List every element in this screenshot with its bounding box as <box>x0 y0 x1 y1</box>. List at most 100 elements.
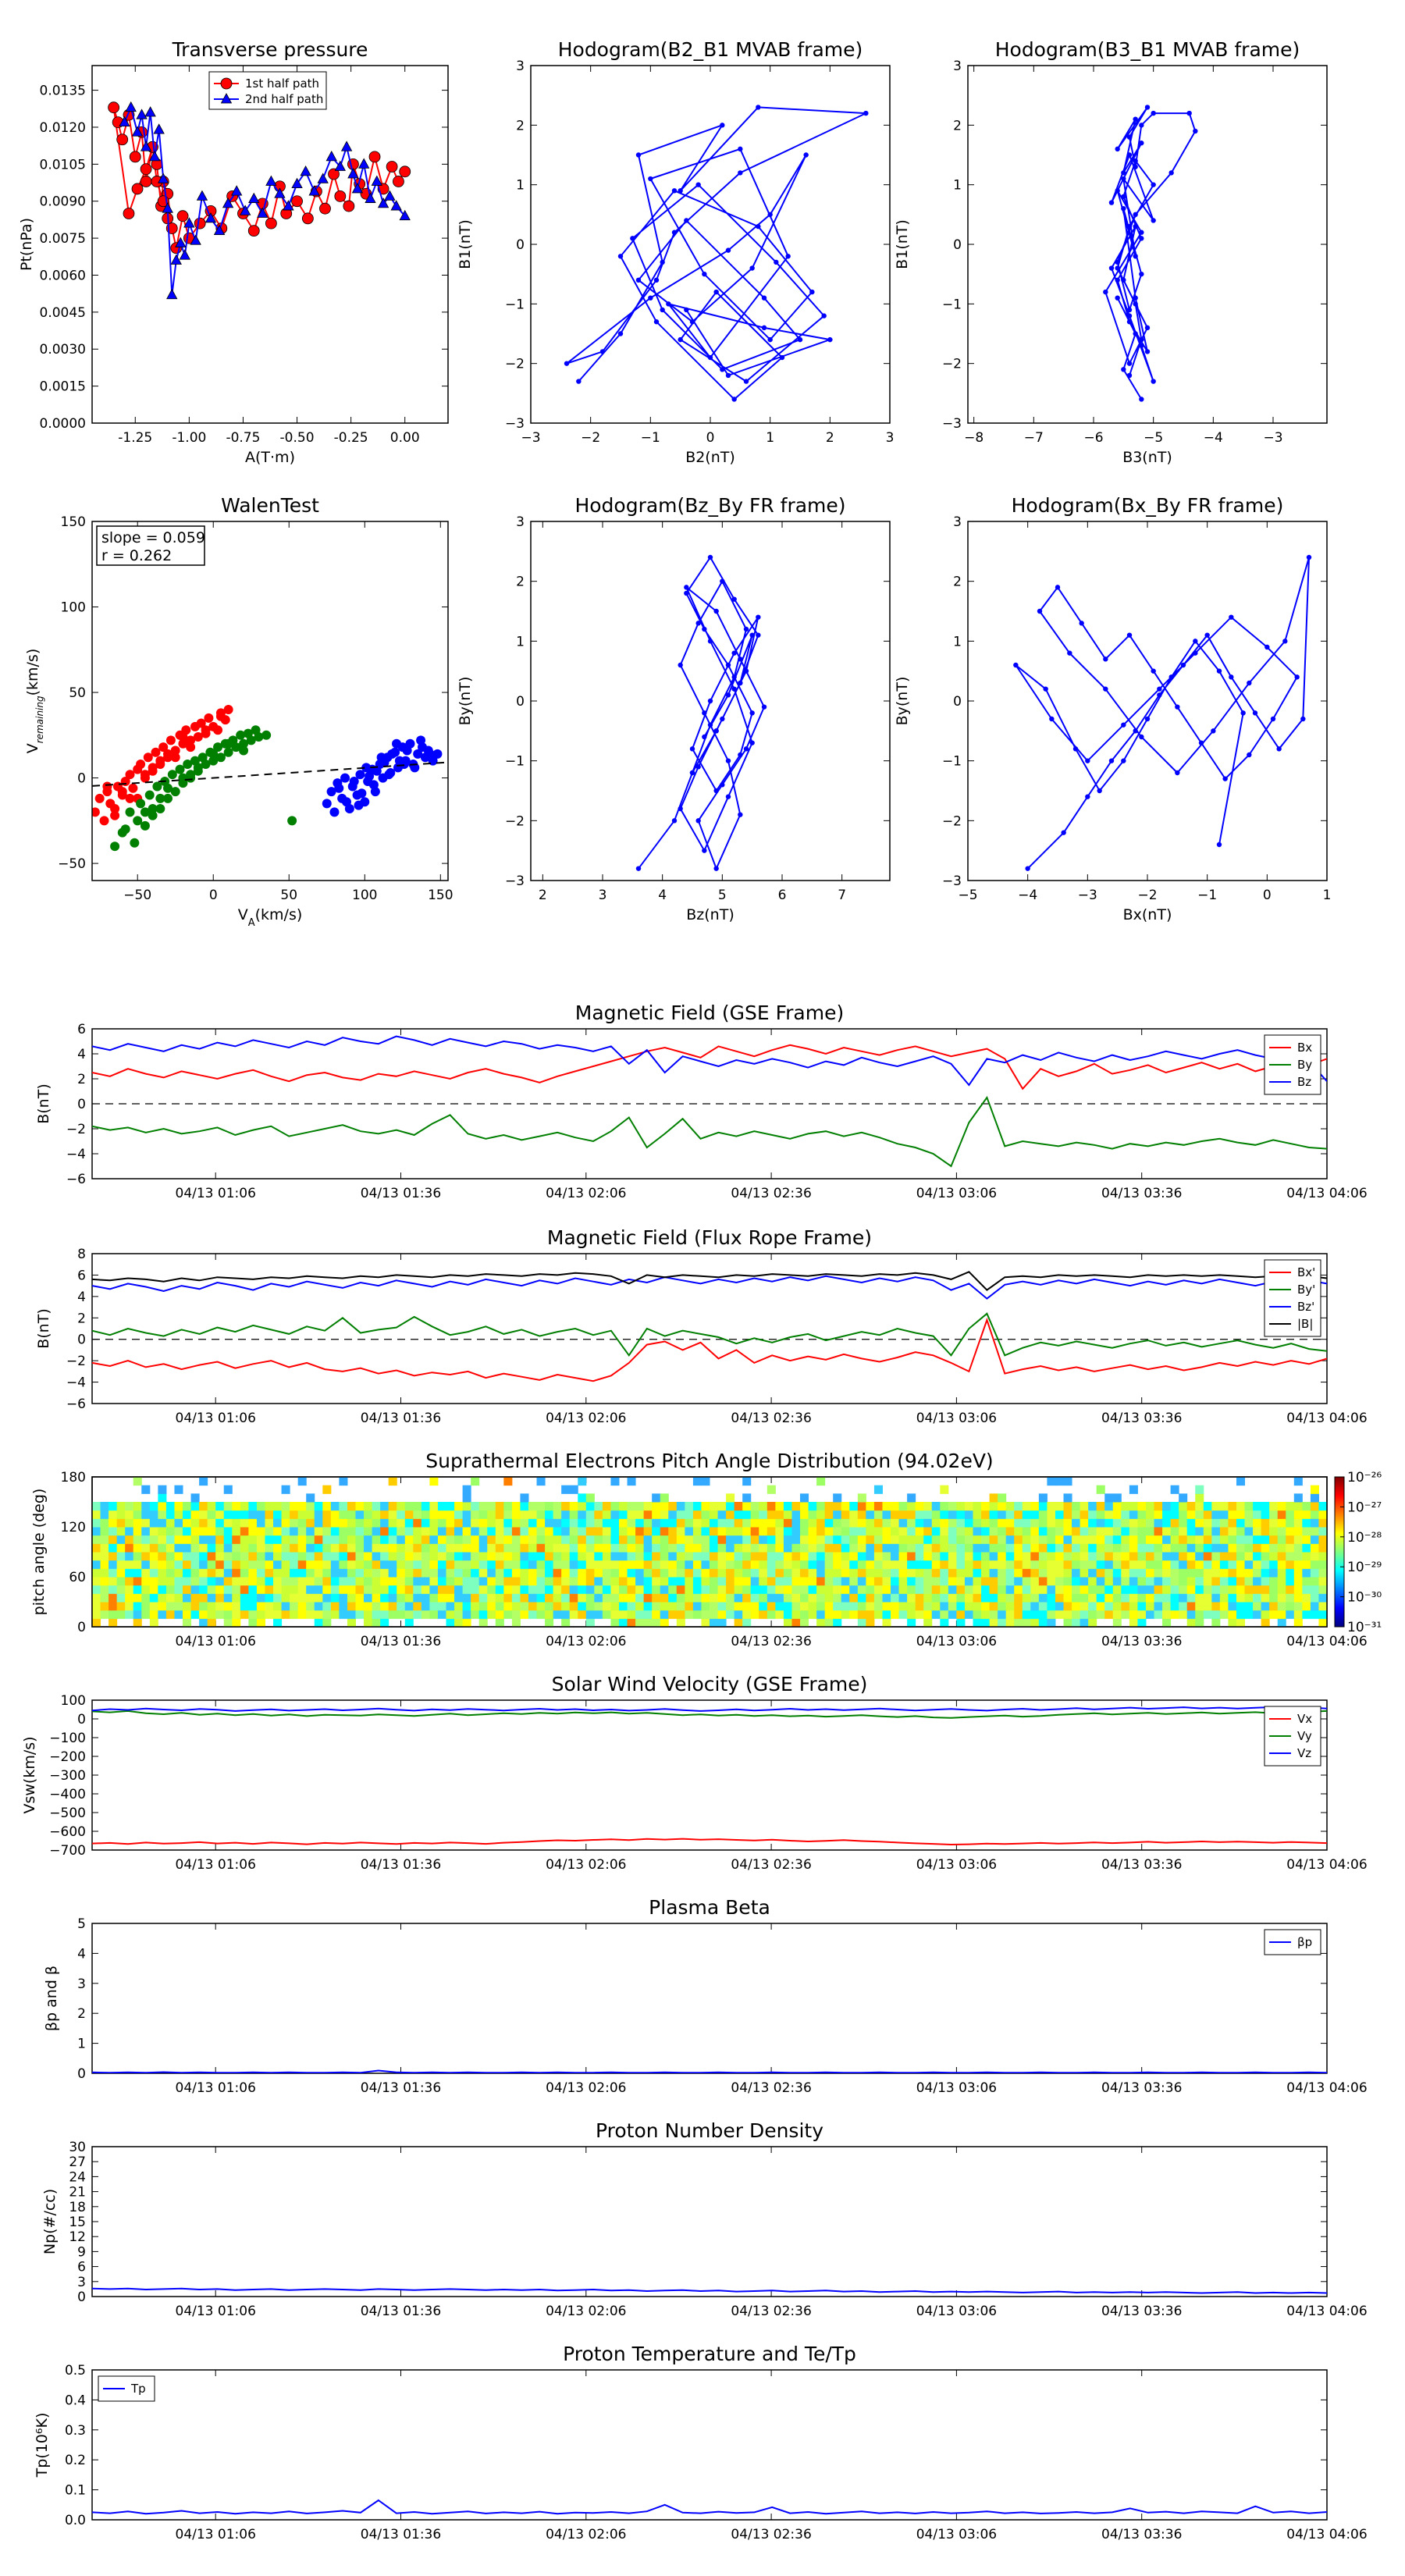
heatmap-cell <box>750 1502 759 1511</box>
data-point <box>1126 313 1133 318</box>
heatmap-cell <box>676 1518 685 1528</box>
data-point <box>328 168 340 180</box>
heatmap-cell <box>964 1610 973 1619</box>
heatmap-cell <box>989 1493 998 1503</box>
heatmap-cell <box>866 1568 875 1578</box>
heatmap-cell <box>495 1518 504 1528</box>
heatmap-cell <box>701 1610 710 1619</box>
heatmap-cell <box>849 1552 859 1561</box>
heatmap-cell <box>462 1543 471 1553</box>
y-tick-label: 27 <box>69 2154 86 2170</box>
heatmap-cell <box>125 1593 134 1603</box>
y-tick-label: −6 <box>66 1397 86 1412</box>
scatter-point-1 <box>208 749 219 759</box>
heatmap-cell <box>1261 1618 1270 1628</box>
heatmap-cell <box>273 1527 283 1536</box>
scatter-point-2 <box>384 770 394 780</box>
plot-area <box>1013 554 1312 871</box>
heatmap-cell <box>891 1527 900 1536</box>
heatmap-cell <box>388 1527 397 1536</box>
scatter-point-0 <box>125 793 135 803</box>
heatmap-cell <box>478 1535 488 1544</box>
heatmap-cell <box>511 1510 521 1519</box>
x-tick-label: −1 <box>1197 888 1217 903</box>
y-tick-label: 6 <box>77 1022 86 1037</box>
heatmap-cell <box>322 1535 332 1544</box>
heatmap-cell <box>1179 1502 1188 1511</box>
heatmap-cell <box>841 1535 850 1544</box>
y-tick-label: 3 <box>516 514 525 530</box>
heatmap-cell <box>973 1518 982 1528</box>
scatter-point-1 <box>193 763 203 773</box>
heatmap-cell <box>1236 1552 1246 1561</box>
heatmap-cell <box>1253 1585 1262 1594</box>
heatmap-cell <box>1162 1585 1172 1594</box>
heatmap-cell <box>907 1593 916 1603</box>
heatmap-cell <box>174 1568 183 1578</box>
heatmap-cell <box>907 1510 916 1519</box>
heatmap-cell <box>437 1535 447 1544</box>
heatmap-cell <box>710 1518 719 1528</box>
heatmap-cell <box>1179 1568 1188 1578</box>
heatmap-cell <box>429 1510 439 1519</box>
scatter-point-1 <box>183 760 193 770</box>
heatmap-cell <box>232 1593 241 1603</box>
heatmap-cell <box>495 1510 504 1519</box>
heatmap-cell <box>380 1602 389 1611</box>
heatmap-cell <box>240 1518 249 1528</box>
heatmap-cell <box>907 1610 916 1619</box>
heatmap-cell <box>1154 1568 1163 1578</box>
heatmap-cell <box>553 1518 562 1528</box>
y-tick-label: 0.0090 <box>40 194 86 210</box>
x-tick-label: −3 <box>1078 888 1097 903</box>
heatmap-cell <box>100 1543 109 1553</box>
heatmap-cell <box>1170 1568 1179 1578</box>
heatmap-cell <box>1088 1543 1097 1553</box>
heatmap-cell <box>808 1610 817 1619</box>
heatmap-cell <box>816 1568 826 1578</box>
heatmap-cell <box>339 1610 348 1619</box>
heatmap-cell <box>808 1568 817 1578</box>
data-point <box>713 608 719 614</box>
x-tick-label: 04/13 03:06 <box>916 2304 997 2319</box>
data-point <box>1133 116 1138 122</box>
heatmap-cell <box>1030 1518 1040 1528</box>
heatmap-cell <box>1129 1552 1138 1561</box>
chart-title-2: Hodogram(B3_B1 MVAB frame) <box>995 38 1300 61</box>
y-tick-label: −700 <box>49 1843 86 1859</box>
heatmap-cell <box>635 1602 645 1611</box>
heatmap-cell <box>380 1585 389 1594</box>
heatmap-cell <box>891 1602 900 1611</box>
heatmap-cell <box>256 1610 265 1619</box>
data-point <box>635 277 642 283</box>
heatmap-cell <box>207 1602 216 1611</box>
heatmap-cell <box>643 1585 653 1594</box>
heatmap-cell <box>594 1510 603 1519</box>
heatmap-cell <box>116 1585 126 1594</box>
heatmap-cell <box>891 1610 900 1619</box>
heatmap-cell <box>956 1518 966 1528</box>
heatmap-cell <box>248 1585 258 1594</box>
heatmap-cell <box>1088 1502 1097 1511</box>
x-tick-label: −5 <box>958 888 977 903</box>
heatmap-cell <box>397 1527 406 1536</box>
heatmap-cell <box>215 1602 225 1611</box>
heatmap-cell <box>652 1585 661 1594</box>
heatmap-cell <box>330 1543 340 1553</box>
heatmap-cell <box>1228 1552 1237 1561</box>
heatmap-cell <box>141 1577 151 1586</box>
data-point <box>1013 662 1019 668</box>
heatmap-cell <box>1055 1518 1065 1528</box>
heatmap-cell <box>775 1552 784 1561</box>
heatmap-cell <box>783 1568 792 1578</box>
heatmap-cell <box>380 1577 389 1586</box>
heatmap-cell <box>1137 1585 1147 1594</box>
heatmap-cell <box>602 1527 611 1536</box>
x-tick-label: 04/13 03:36 <box>1101 1634 1182 1649</box>
scatter-point-1 <box>246 735 256 745</box>
data-point <box>240 205 251 215</box>
heatmap-cell <box>330 1510 340 1519</box>
data-point <box>1193 639 1198 644</box>
heatmap-cell <box>1228 1610 1237 1619</box>
x-tick-label: 04/13 04:06 <box>1286 2304 1367 2319</box>
